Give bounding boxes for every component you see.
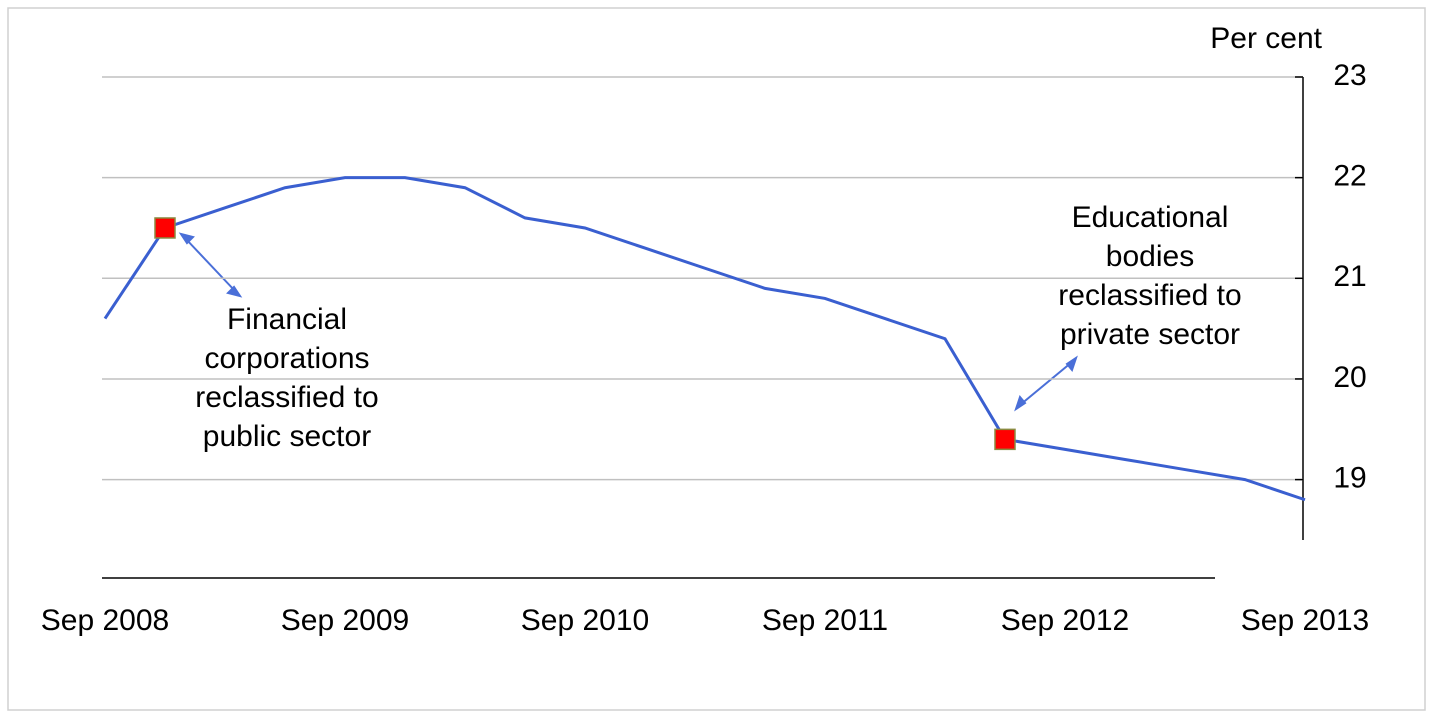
marker: [154, 217, 176, 239]
series-line: [103, 176, 1306, 502]
annotation: reclassified to: [195, 381, 378, 414]
annotation: bodies: [1106, 240, 1194, 273]
x-tick-label: Sep 2008: [41, 604, 169, 637]
annotation: Educational: [1072, 201, 1229, 234]
arrow: [1019, 361, 1073, 406]
y-tick-label: 22: [1333, 160, 1366, 193]
y-tick-label: 23: [1333, 59, 1366, 92]
annotation: corporations: [204, 342, 369, 375]
annotation: private sector: [1060, 318, 1240, 351]
y-tick-label: 19: [1333, 462, 1366, 495]
y-tick-label: 21: [1333, 260, 1366, 293]
arrow: [184, 237, 237, 293]
marker: [994, 428, 1016, 451]
x-tick-label: Sep 2011: [762, 604, 888, 637]
annotation: public sector: [203, 420, 371, 453]
y-tick-label: 20: [1333, 361, 1366, 394]
x-tick-label: Sep 2009: [281, 604, 409, 637]
frame: [7, 7, 1426, 711]
arrows: [178, 232, 1078, 412]
x-tick-label: Sep 2013: [1241, 604, 1369, 637]
annotation: reclassified to: [1058, 279, 1241, 312]
arrow-head: [1014, 355, 1078, 412]
x-tick-label: Sep 2010: [521, 604, 649, 637]
x-tick-label: Sep 2012: [1001, 604, 1129, 637]
y-axis-label: Per cent: [1210, 22, 1322, 55]
annotation: Financial: [227, 303, 347, 336]
arrow-head: [178, 232, 243, 298]
